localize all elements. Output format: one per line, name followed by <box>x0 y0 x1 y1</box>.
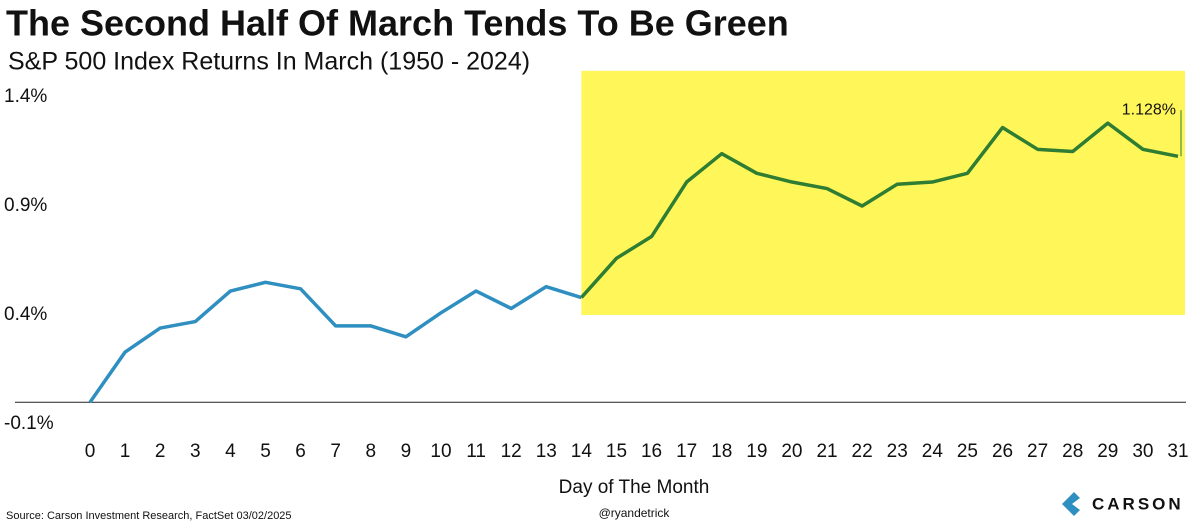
x-tick-label: 27 <box>1027 441 1048 462</box>
x-tick-label: 19 <box>746 441 767 462</box>
chart-title: The Second Half Of March Tends To Be Gre… <box>6 3 789 44</box>
y-tick-label: 0.9% <box>4 195 47 216</box>
x-tick-label: 11 <box>466 441 486 462</box>
chart-subtitle: S&P 500 Index Returns In March (1950 - 2… <box>8 48 530 76</box>
y-tick-label: 0.4% <box>4 304 47 325</box>
x-tick-label: 26 <box>992 441 1013 462</box>
x-tick-label: 29 <box>1097 441 1118 462</box>
x-tick-label: 21 <box>816 441 837 462</box>
handle: @ryandetrick <box>599 506 671 520</box>
logo-text: CARSON <box>1092 494 1184 513</box>
x-tick-label: 1 <box>120 441 131 462</box>
x-tick-label: 4 <box>225 441 236 462</box>
x-tick-label: 13 <box>536 441 557 462</box>
x-axis-label: Day of The Month <box>559 477 710 498</box>
x-tick-label: 25 <box>957 441 978 462</box>
x-tick-label: 5 <box>260 441 271 462</box>
x-tick-label: 17 <box>676 441 697 462</box>
x-tick-label: 3 <box>190 441 201 462</box>
x-tick-label: 0 <box>85 441 96 462</box>
x-tick-label: 28 <box>1062 441 1083 462</box>
x-tick-label: 31 <box>1167 441 1188 462</box>
x-tick-label: 14 <box>571 441 593 462</box>
x-tick-label: 30 <box>1132 441 1153 462</box>
x-tick-label: 18 <box>711 441 732 462</box>
y-tick-label: -0.1% <box>4 413 54 434</box>
x-tick-label: 22 <box>852 441 873 462</box>
x-tick-label: 15 <box>606 441 627 462</box>
x-tick-label: 2 <box>155 441 166 462</box>
logo-icon <box>1062 492 1080 516</box>
source: Source: Carson Investment Research, Fact… <box>6 510 292 522</box>
annotation: 1.128% <box>1122 101 1176 118</box>
line-series <box>88 280 582 404</box>
logo: CARSON <box>1062 492 1184 516</box>
x-tick-label: 20 <box>781 441 802 462</box>
y-tick-label: 1.4% <box>4 86 47 107</box>
line-series-highlight <box>580 121 1179 299</box>
x-tick-label: 6 <box>295 441 306 462</box>
x-tick-label: 8 <box>365 441 376 462</box>
x-tick-label: 16 <box>641 441 662 462</box>
x-tick-label: 23 <box>887 441 908 462</box>
x-tick-label: 7 <box>330 441 341 462</box>
x-tick-label: 24 <box>922 441 944 462</box>
x-tick-label: 12 <box>501 441 522 462</box>
x-tick-label: 10 <box>430 441 451 462</box>
x-tick-label: 9 <box>401 441 412 462</box>
